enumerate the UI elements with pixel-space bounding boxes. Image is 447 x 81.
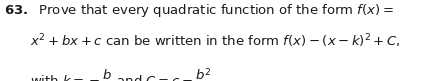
Text: $\mathbf{63.}$  Prove that every quadratic function of the form $f(x) =$: $\mathbf{63.}$ Prove that every quadrati… xyxy=(4,2,394,19)
Text: with $k = -\dfrac{b}{2}$ and $C = c - \dfrac{b^2}{4}.$: with $k = -\dfrac{b}{2}$ and $C = c - \d… xyxy=(30,66,218,81)
Text: $x^2 + bx + c$ can be written in the form $f(x) - (x-k)^2 + C,$: $x^2 + bx + c$ can be written in the for… xyxy=(30,32,401,50)
